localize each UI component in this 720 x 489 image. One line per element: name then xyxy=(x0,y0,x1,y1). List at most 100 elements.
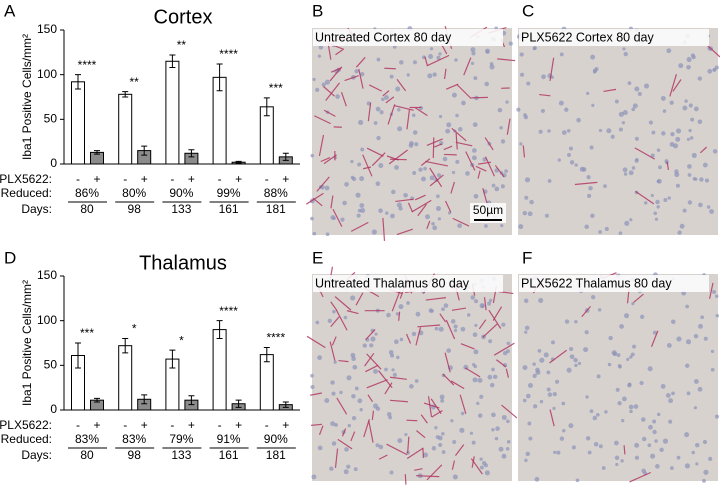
error-bar xyxy=(282,152,289,161)
nucleus xyxy=(489,64,495,70)
nucleus xyxy=(508,41,513,46)
microglia xyxy=(306,335,326,349)
microglia xyxy=(414,468,423,471)
nucleus xyxy=(441,431,445,436)
nucleus xyxy=(604,410,608,414)
nucleus xyxy=(473,299,479,304)
microglia xyxy=(366,353,382,370)
nucleus xyxy=(665,393,671,398)
nucleus xyxy=(356,213,361,218)
microglia xyxy=(634,147,656,160)
treatment-sign: + xyxy=(93,418,100,432)
nucleus xyxy=(472,363,476,367)
nucleus xyxy=(630,352,635,357)
micrograph-caption: Untreated Cortex 80 day xyxy=(315,30,452,44)
nucleus xyxy=(684,463,690,469)
y-axis-label: Iba1 Positive Cells/mm² xyxy=(20,280,34,406)
microglia xyxy=(389,376,407,380)
nucleus xyxy=(648,120,653,125)
nucleus xyxy=(393,339,399,345)
nucleus xyxy=(650,153,655,158)
nucleus xyxy=(632,344,637,349)
microglia xyxy=(493,342,515,356)
nucleus xyxy=(703,336,708,341)
row-label: PLX5622: xyxy=(0,418,52,432)
microglia xyxy=(335,310,348,331)
nucleus xyxy=(331,391,336,396)
panel-label: F xyxy=(522,248,532,267)
microglia xyxy=(384,67,396,70)
microglia xyxy=(478,161,492,165)
nucleus xyxy=(640,314,645,319)
nucleus xyxy=(429,175,435,181)
bar xyxy=(118,93,133,165)
microglia xyxy=(650,330,659,347)
nucleus xyxy=(662,438,669,444)
nucleus xyxy=(710,349,715,354)
nucleus xyxy=(631,107,636,112)
nucleus xyxy=(497,107,503,113)
treatment-sign: + xyxy=(141,172,148,186)
nucleus xyxy=(534,476,540,482)
nucleus xyxy=(504,169,508,173)
nucleus xyxy=(469,431,474,435)
microglia xyxy=(385,96,395,104)
microglia xyxy=(433,143,443,148)
nucleus xyxy=(623,313,630,319)
nucleus xyxy=(700,315,705,320)
microglia xyxy=(494,165,505,178)
x-tick-label: 181 xyxy=(266,202,286,216)
nucleus xyxy=(398,206,403,211)
nucleus xyxy=(436,173,442,178)
error-bar xyxy=(94,397,100,403)
nucleus xyxy=(457,127,463,132)
microglia xyxy=(366,379,388,389)
nucleus xyxy=(684,432,690,438)
nucleus xyxy=(359,176,365,182)
nucleus xyxy=(627,81,632,86)
error-bar xyxy=(75,342,81,369)
nucleus xyxy=(481,460,487,466)
nucleus xyxy=(500,184,505,189)
nucleus xyxy=(524,458,528,463)
nucleus xyxy=(461,100,466,106)
nucleus xyxy=(702,478,706,483)
significance: **** xyxy=(78,58,97,72)
nucleus xyxy=(591,103,595,108)
nucleus xyxy=(703,469,709,475)
nucleus xyxy=(615,387,620,392)
nucleus xyxy=(484,224,488,228)
error-bar xyxy=(75,74,81,90)
microglia xyxy=(464,367,481,378)
microglia xyxy=(338,359,349,363)
microglia xyxy=(445,319,456,340)
nucleus xyxy=(709,209,714,214)
nucleus xyxy=(629,218,633,222)
nucleus xyxy=(472,122,478,128)
microglia xyxy=(444,352,451,373)
nucleus xyxy=(532,373,537,379)
significance: *** xyxy=(269,81,283,95)
microglia xyxy=(496,359,507,368)
nucleus xyxy=(409,384,414,389)
nucleus xyxy=(639,380,644,386)
microglia xyxy=(310,423,323,426)
nucleus xyxy=(561,130,567,135)
x-tick-label: 133 xyxy=(171,202,191,216)
nucleus xyxy=(675,136,681,142)
scale-bar-background xyxy=(470,203,506,223)
nucleus xyxy=(621,418,625,423)
nucleus xyxy=(454,58,458,62)
nucleus xyxy=(699,177,704,182)
nucleus xyxy=(414,379,419,383)
nucleus xyxy=(576,117,581,123)
nucleus xyxy=(538,297,544,303)
nucleus xyxy=(431,446,437,451)
nucleus xyxy=(527,421,532,426)
nucleus xyxy=(519,52,524,57)
nucleus xyxy=(362,343,367,348)
microglia xyxy=(549,57,555,82)
nucleus xyxy=(629,409,633,414)
nucleus xyxy=(684,99,688,103)
nucleus xyxy=(399,337,404,342)
